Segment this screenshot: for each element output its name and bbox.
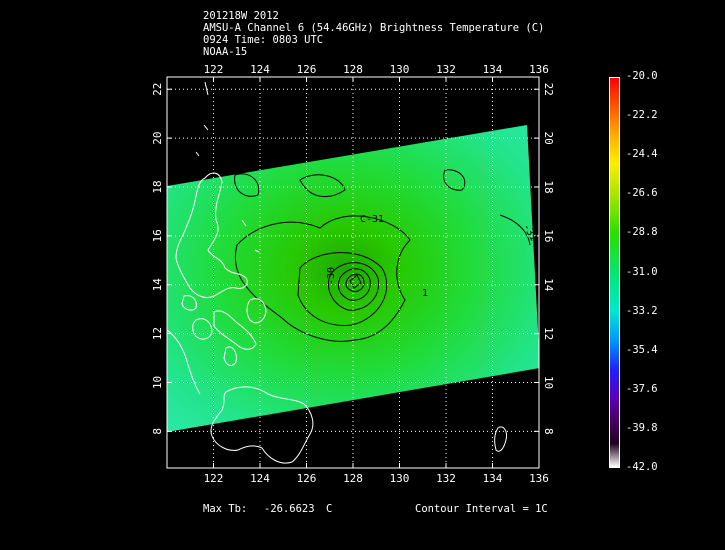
lon-label-top: 134 [483,63,503,76]
contour-line [234,173,260,197]
lon-label-bottom: 130 [390,472,410,485]
lat-label-right: 16 [542,229,555,242]
colorbar-tick-label: -33.2 [626,304,658,317]
contour-line [299,174,346,198]
contour-line [328,262,380,311]
colorbar-tick-label: -26.6 [626,187,658,200]
contour-interval: Contour Interval = 1C [415,503,548,515]
contour-line [345,273,365,292]
coastline-halmahera [494,426,507,452]
time-line: 0924 Time: 0803 UTC [203,34,324,46]
colorbar-tick-label: -31.0 [626,265,658,278]
lon-label-bottom: 136 [529,472,549,485]
lat-label-left: 14 [151,278,164,292]
lon-label-top: 122 [204,63,224,76]
lat-label-right: 8 [542,428,555,435]
coastline-luzon [175,172,248,299]
lon-label-top: 130 [390,63,410,76]
colorbar-tick-label: -35.4 [626,343,658,356]
colorbar-tick-label: -42.0 [626,461,658,473]
coastline-taiwan-south [204,81,209,96]
contour-label: -30 [326,267,337,285]
coastline-mindanao [210,386,314,464]
colorbar-tick-label: -22.2 [626,109,658,122]
max-tb-value: -26.6623 [264,503,315,515]
colorbar-tick-label: -24.4 [626,148,658,161]
lon-label-bottom: 122 [204,472,224,485]
colorbar [609,77,620,468]
lat-label-right: 20 [542,131,555,144]
contour-line [499,214,531,246]
coastline-visayas [213,310,257,350]
colorbar-tick-label: -37.6 [626,382,658,395]
product-title: AMSU-A Channel 6 (54.46GHz) Brightness T… [203,22,545,34]
contour-label: 1 [422,288,428,299]
coastline-palawan [167,329,201,395]
coastline-islets [195,124,260,253]
colorbar-tick-label: -20.0 [626,70,658,82]
lon-label-bottom: 132 [436,472,456,485]
lat-label-left: 16 [151,229,164,242]
max-tb-label: Max Tb: [203,503,248,515]
colorbar-tick-label: -39.8 [626,421,658,434]
storm-title: 201218W 2012 [203,10,279,22]
lon-label-bottom: 126 [297,472,317,485]
header-block: 201218W 2012 AMSU-A Channel 6 (54.46GHz) … [203,10,544,58]
lon-label-bottom: 134 [483,472,503,485]
lon-label-top: 126 [297,63,317,76]
lon-label-top: 136 [529,63,549,76]
lat-label-right: 22 [542,83,555,96]
contour-line [443,169,466,191]
lat-label-left: 18 [151,180,164,193]
contour-line [337,268,371,301]
coastline-mindoro [181,295,197,311]
contour-line [234,215,411,342]
lat-label-left: 12 [151,327,164,340]
lon-label-top: 132 [436,63,456,76]
lat-label-left: 10 [151,376,164,389]
lat-label-right: 12 [542,327,555,340]
lon-label-bottom: 128 [343,472,363,485]
lon-label-top: 124 [250,63,270,76]
coastline-negros [223,346,237,366]
satellite-name: NOAA-15 [203,46,248,58]
lat-label-right: 18 [542,180,555,193]
colorbar-tick-label: -28.8 [626,226,658,239]
coastline-panay [192,318,213,340]
lat-label-right: 14 [542,278,555,292]
lon-label-top: 128 [343,63,363,76]
lon-label-bottom: 124 [250,472,270,485]
lat-label-left: 8 [151,428,164,435]
lat-label-left: 22 [151,83,164,96]
lat-label-right: 10 [542,376,555,389]
lat-label-left: 20 [151,131,164,144]
contour-label: C-31 [360,214,384,225]
contour-line [297,252,388,326]
max-tb-unit: C [326,503,333,515]
